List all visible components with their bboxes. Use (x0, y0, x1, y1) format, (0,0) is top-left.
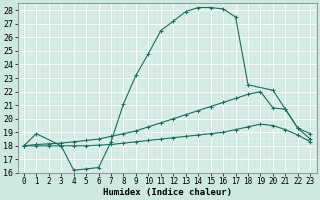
X-axis label: Humidex (Indice chaleur): Humidex (Indice chaleur) (103, 188, 232, 197)
